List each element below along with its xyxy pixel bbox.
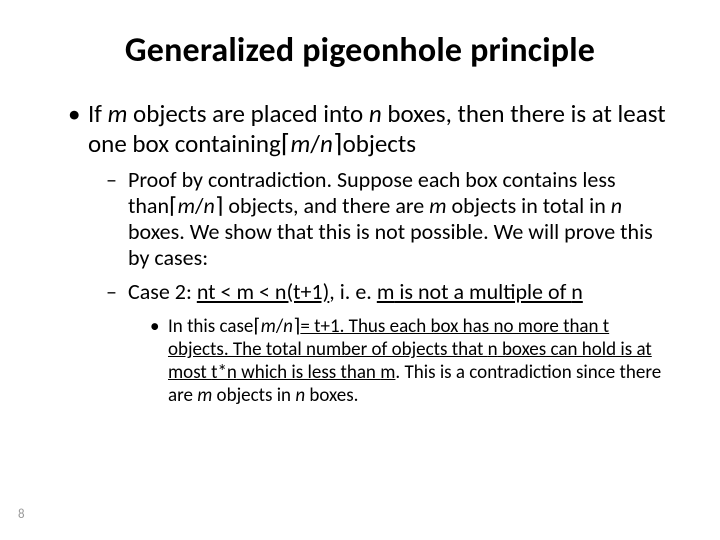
var-m: m: [178, 192, 195, 219]
text: which is less than: [237, 361, 380, 384]
text: boxes. We show that this is not possible…: [128, 218, 653, 271]
var-m: m: [197, 384, 212, 407]
var-m: m: [108, 98, 128, 129]
slash: /: [310, 128, 320, 159]
bullet-main: If m objects are placed into n boxes, th…: [68, 99, 670, 159]
text: objects, and there are: [223, 192, 429, 219]
var-n: n: [283, 315, 293, 338]
text: is not a multiple of: [394, 278, 571, 305]
bullet-proof-intro: Proof by contradiction. Suppose each box…: [106, 167, 670, 271]
var-m: m: [380, 361, 395, 384]
var-m: m: [261, 315, 276, 338]
text: If: [88, 98, 108, 129]
page-number: 8: [18, 507, 25, 522]
text: , i. e.: [329, 278, 377, 305]
text: Case 2:: [128, 278, 197, 305]
var-n: n: [571, 278, 583, 305]
text: objects in total in: [447, 192, 611, 219]
var-m: m: [429, 192, 446, 219]
ceil-left-icon: ⌈: [169, 193, 178, 218]
slide-title: Generalized pigeonhole principle: [50, 30, 670, 71]
text: objects are placed into: [127, 98, 368, 129]
var-n: n: [295, 384, 305, 407]
var-n: n: [611, 192, 622, 219]
var-n: n: [488, 338, 498, 361]
var-n: n: [204, 192, 215, 219]
bullet-case2-detail: In this case⌈m/n⌉= t+1. Thus each box ha…: [150, 315, 670, 408]
text: objects in: [212, 384, 295, 407]
tn: t*n: [211, 361, 237, 384]
var-m: m: [377, 278, 395, 305]
text: objects: [343, 128, 416, 159]
var-n: n: [320, 128, 333, 159]
var-n: n: [369, 98, 382, 129]
slide: Generalized pigeonhole principle If m ob…: [0, 0, 720, 540]
var-m: m: [291, 128, 311, 159]
text: boxes.: [305, 384, 358, 407]
ceil-left-icon: ⌈: [281, 131, 291, 158]
ceil-left-icon: ⌈: [253, 316, 260, 337]
ceil-right-icon: ⌉: [333, 131, 343, 158]
inequality: nt < m < n(t+1): [197, 278, 329, 305]
slash: /: [195, 192, 204, 219]
text: In this case: [168, 315, 253, 338]
bullet-case2: Case 2: nt < m < n(t+1), i. e. m is not …: [106, 279, 670, 305]
